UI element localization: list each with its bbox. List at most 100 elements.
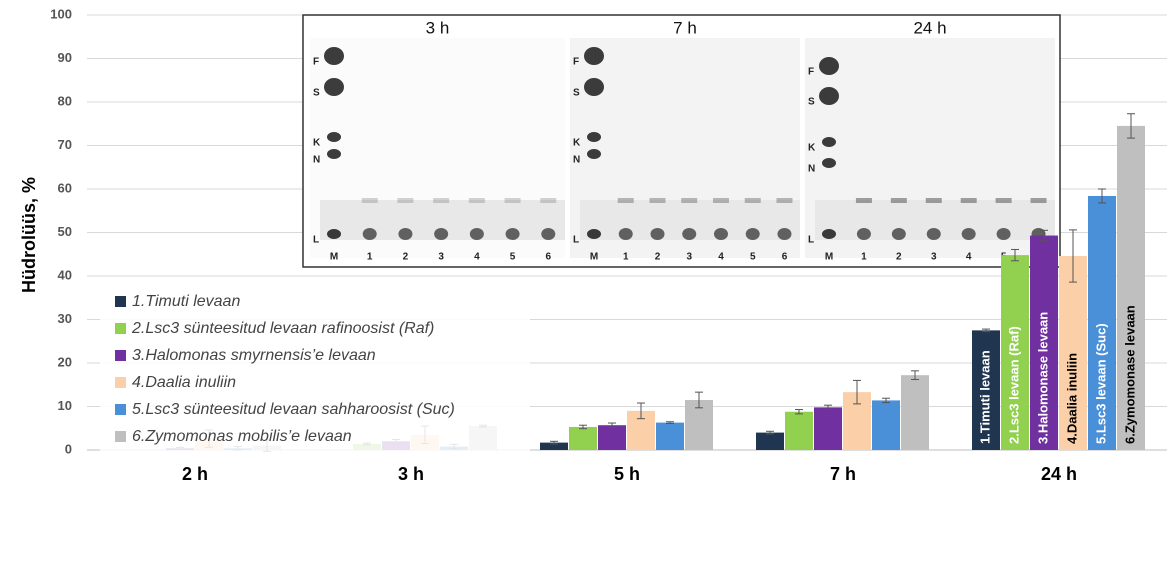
legend-label: 5.Lsc3 sünteesitud levaan sahharoosist (… [132,401,455,418]
lane-spot [891,228,906,240]
marker-label: K [573,138,581,149]
lane-smear [433,198,450,203]
lane-label: 2 [655,252,661,263]
lane-spot [777,228,792,240]
marker-spot [324,78,344,96]
y-tick-label: 60 [58,180,72,195]
bar [756,432,784,450]
lane-spot [745,228,760,240]
lane-label: 1 [623,252,629,263]
bar [1088,195,1116,450]
marker-spot [822,229,836,239]
y-tick-label: 40 [58,267,72,282]
error-bar [824,404,832,411]
marker-spot [327,149,341,159]
lane-spot [856,228,871,240]
legend-label: 1.Timuti levaan [132,293,240,310]
error-bar [1011,248,1019,262]
inset-title: 7 h [673,18,697,37]
bar [814,407,842,450]
error-bar [1127,113,1135,139]
lane-label: 4 [966,252,972,263]
marker-label: L [313,235,319,246]
x-tick-label: 7 h [830,464,856,484]
marker-spot [819,87,839,105]
lane-label: 1 [861,252,867,263]
error-bar [1040,229,1048,242]
bar-label: 5.Lsc3 levaan (Suc) [1093,323,1108,444]
lane-label: 4 [474,252,480,263]
lane-spot [996,228,1011,240]
lane-spot [618,228,633,240]
legend-swatch [115,296,126,307]
x-tick-label: 2 h [182,464,208,484]
marker-label: N [808,164,815,175]
error-bar [911,370,919,381]
marker-spot [822,158,836,168]
bar [972,330,1000,450]
lane-smear [617,198,634,203]
y-tick-label: 90 [58,50,72,65]
error-bar [550,440,558,445]
legend-bg [100,285,530,460]
legend-swatch [115,323,126,334]
lane-label: M [330,252,338,263]
marker-label: S [313,88,320,99]
lane-spot [650,228,665,240]
lane-label: 2 [403,252,409,263]
lane-smear [855,198,872,203]
marker-label: F [573,57,579,68]
legend-label: 6.Zymomonas mobilis’e levaan [132,428,352,445]
lane-spot [713,228,728,240]
lane-label: 1 [367,252,373,263]
inset-title: 3 h [426,18,450,37]
marker-label: L [573,235,579,246]
marker-spot [819,57,839,75]
bar-label: 1.Timuti levaan [977,350,992,444]
legend-swatch [115,404,126,415]
lane-smear [361,198,378,203]
y-tick-label: 70 [58,137,72,152]
legend: 1.Timuti levaan 2.Lsc3 sünteesitud levaan… [100,285,530,460]
lane-label: 5 [750,252,756,263]
marker-label: K [808,143,816,154]
x-tick-label: 3 h [398,464,424,484]
x-tick-label: 24 h [1041,464,1077,484]
legend-swatch [115,377,126,388]
bar [1117,125,1145,451]
lane-smear [744,198,761,203]
y-tick-label: 20 [58,354,72,369]
bar [656,422,684,450]
marker-spot [324,47,344,65]
y-tick-label: 80 [58,93,72,108]
marker-spot [587,132,601,142]
lane-spot [505,228,520,240]
lane-label: 3 [686,252,692,263]
error-bar [666,421,674,424]
marker-spot [587,229,601,239]
marker-label: N [573,155,580,166]
lane-smear [649,198,666,203]
y-tick-label: 50 [58,224,72,239]
lane-label: 4 [718,252,724,263]
lane-spot [434,228,449,240]
error-bar [795,409,803,415]
lane-spot [362,228,377,240]
lane-smear [504,198,521,203]
bar [901,375,929,450]
lane-smear [397,198,414,203]
lane-label: 6 [546,252,552,263]
lane-smear [925,198,942,203]
lane-spot [541,228,556,240]
error-bar [695,391,703,409]
y-tick-label: 0 [65,441,72,456]
y-tick-label: 30 [58,311,72,326]
y-tick-label: 10 [58,398,72,413]
error-bar [637,402,645,420]
legend-label: 3.Halomonas smyrnensis’e levaan [132,347,376,364]
bar-label: 4.Daalia inuliin [1064,353,1079,444]
error-bar [579,424,587,430]
lane-smear [960,198,977,203]
y-axis-title: Hüdrolüüs, % [19,177,39,293]
